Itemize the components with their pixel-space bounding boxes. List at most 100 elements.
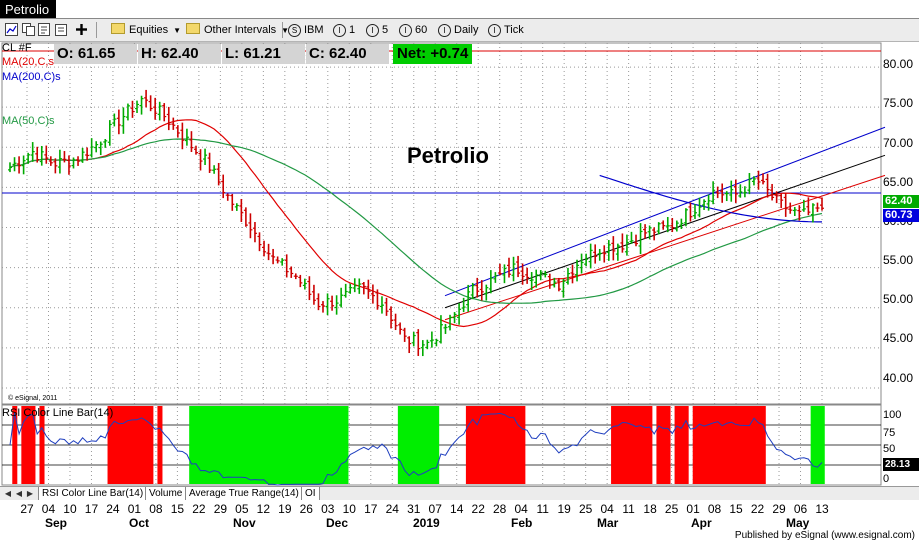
first-tab-icon[interactable]: ◀ <box>4 489 12 498</box>
rsi-oversold-zone <box>815 406 821 484</box>
price-bar <box>711 181 716 205</box>
x-axis-day-label: 25 <box>664 502 679 516</box>
properties-icon[interactable] <box>38 23 51 36</box>
tab-volume[interactable]: Volume <box>145 487 187 501</box>
x-axis-day-label: 17 <box>84 502 99 516</box>
folder-icon <box>111 23 125 34</box>
indicator-tab-strip: ◀ ◀ ▶ RSI Color Line Bar(14) Volume Aver… <box>0 486 919 501</box>
x-axis-day-label: 04 <box>600 502 614 516</box>
rsi-overbought-zone <box>112 406 118 484</box>
price-bar <box>334 295 339 315</box>
rsi-oversold-zone <box>243 406 249 484</box>
price-bar <box>593 244 598 264</box>
price-bar <box>715 186 720 199</box>
rsi-overbought-zone <box>620 406 626 484</box>
title-divider <box>0 18 919 19</box>
next-tab-icon[interactable]: ▶ <box>26 489 34 498</box>
rsi-oversold-zone <box>420 406 426 484</box>
price-bar <box>62 151 67 163</box>
price-bar <box>212 165 217 174</box>
insert-icon[interactable] <box>55 23 68 36</box>
rsi-oversold-zone <box>411 406 417 484</box>
add-icon[interactable] <box>75 23 88 36</box>
rsi-oversold-zone <box>406 406 412 484</box>
price-bar <box>189 131 194 152</box>
rsi-overbought-zone <box>715 406 721 484</box>
price-bar <box>443 324 448 334</box>
rsi-oversold-zone <box>334 406 340 484</box>
price-bar <box>311 284 316 305</box>
symbol-button[interactable]: S IBM <box>288 22 324 38</box>
ma20-label: MA(20,C,s <box>2 56 54 68</box>
tab-atr[interactable]: Average True Range(14) <box>185 487 303 501</box>
x-axis-day-label: 19 <box>557 502 571 516</box>
month-label: Feb <box>511 516 533 530</box>
tick-button[interactable]: I Tick <box>488 22 524 38</box>
interval-icon: I <box>438 24 451 37</box>
rsi-oversold-zone <box>810 406 816 484</box>
price-bar <box>511 256 516 282</box>
tab-rsi[interactable]: RSI Color Line Bar(14) <box>38 487 148 501</box>
symbol-label: CL #F <box>2 42 32 54</box>
price-bar <box>543 270 548 278</box>
rsi-oversold-zone <box>220 406 226 484</box>
price-bar <box>497 263 502 276</box>
price-bar <box>330 295 335 311</box>
price-bar <box>502 264 507 284</box>
x-axis-day-label: 11 <box>536 502 549 516</box>
equities-dropdown[interactable]: Equities ▼ <box>111 22 181 38</box>
price-bar <box>810 203 815 223</box>
price-bar <box>352 278 357 293</box>
price-bar <box>252 222 257 243</box>
rsi-overbought-zone <box>633 406 639 484</box>
price-bar <box>620 233 625 253</box>
x-axis-day-label: 22 <box>471 502 485 516</box>
interval-icon: I <box>399 24 412 37</box>
y-axis-label: 65.00 <box>883 175 914 189</box>
price-bar <box>520 263 525 285</box>
rsi-overbought-zone <box>742 406 748 484</box>
price-bar <box>357 278 362 294</box>
rsi-overbought-zone <box>502 406 508 484</box>
interval-60-button[interactable]: I 60 <box>399 22 427 38</box>
window-title[interactable]: Petrolio <box>0 0 57 19</box>
price-bar <box>624 234 629 256</box>
price-bar <box>130 100 135 118</box>
price-bar <box>66 155 71 175</box>
price-bar <box>57 149 62 174</box>
price-bar <box>348 283 353 294</box>
x-axis-day-label: 26 <box>299 502 313 516</box>
daily-button[interactable]: I Daily <box>438 22 478 38</box>
chart-icon[interactable] <box>5 23 18 36</box>
price-bar <box>203 148 208 165</box>
rsi-overbought-zone <box>660 406 666 484</box>
price-bar <box>166 106 171 131</box>
other-intervals-dropdown[interactable]: Other Intervals ▼ <box>186 22 289 38</box>
close-value: C: 62.40 <box>306 44 389 64</box>
moving-averages <box>9 119 823 328</box>
rsi-value-box: 28.13 <box>883 458 919 471</box>
price-bar <box>556 277 561 292</box>
x-axis-day-label: 19 <box>278 502 292 516</box>
price-bar <box>606 240 611 261</box>
price-bar <box>94 141 99 153</box>
rsi-overbought-zone <box>515 406 521 484</box>
tab-oi[interactable]: OI <box>301 487 320 501</box>
rsi-overbought-zone <box>611 406 617 484</box>
ma50-line <box>9 138 823 305</box>
price-bar <box>597 248 602 261</box>
price-bar <box>389 306 394 329</box>
prev-tab-icon[interactable]: ◀ <box>15 489 23 498</box>
title-bar: Petrolio <box>0 0 919 19</box>
price-bar <box>484 284 489 301</box>
price-bar <box>225 193 230 201</box>
price-bar <box>797 205 802 221</box>
rsi-overbought-zone <box>697 406 703 484</box>
open-value: O: 61.65 <box>54 44 137 64</box>
price-bar <box>125 103 130 121</box>
copy-icon[interactable] <box>22 23 35 36</box>
